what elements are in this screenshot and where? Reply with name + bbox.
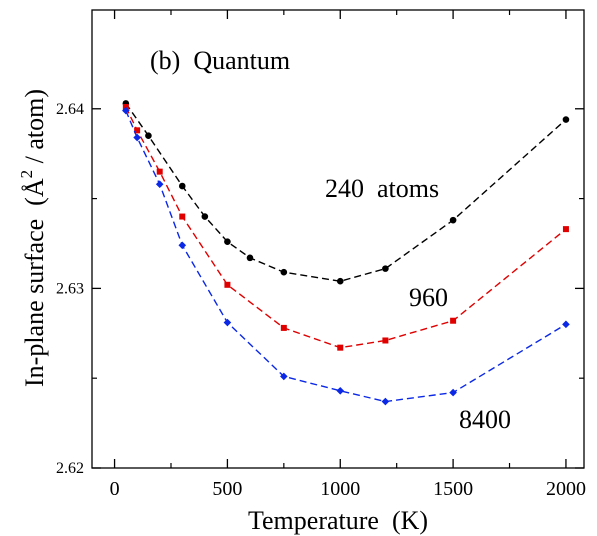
data-point <box>224 238 231 245</box>
data-point <box>201 213 209 220</box>
x-tick-label: 1500 <box>433 478 473 500</box>
data-point <box>449 388 457 397</box>
series-3 <box>122 106 570 406</box>
data-point <box>178 182 186 190</box>
panel-label: (b) Quantum <box>150 46 290 75</box>
series-1 <box>122 100 570 285</box>
data-point <box>133 133 141 142</box>
data-point <box>224 281 231 288</box>
data-point <box>122 106 130 115</box>
x-tick-label: 2000 <box>546 478 586 500</box>
data-point <box>449 216 457 224</box>
data-point <box>382 337 389 344</box>
x-tick-label: 1000 <box>320 478 360 500</box>
series-label-960: 960 <box>409 283 448 312</box>
y-axis-label-superscript: 2 <box>17 170 36 179</box>
axis-ticks: 0 500 1000 1500 2000 2.62 2.63 2.64 <box>56 10 586 500</box>
data-point <box>562 226 569 233</box>
x-axis-label: Temperature (K) <box>248 506 428 535</box>
data-point <box>562 320 570 329</box>
data-point <box>381 397 390 406</box>
y-tick-label: 2.62 <box>56 460 84 477</box>
data-point <box>280 268 288 276</box>
plot-frame <box>91 9 585 469</box>
data-point <box>382 265 389 272</box>
x-tick-label: 0 <box>110 478 120 500</box>
y-axis-label-suffix: / atom) <box>20 89 49 170</box>
data-point <box>179 213 186 220</box>
data-point <box>134 127 141 134</box>
data-point <box>156 168 163 175</box>
data-point <box>562 116 570 123</box>
data-point <box>336 277 344 285</box>
y-axis-label-unit: Å <box>20 178 49 197</box>
data-point <box>336 386 345 395</box>
series-label-8400: 8400 <box>459 405 511 434</box>
y-axis-label: In-plane surface (Å2 / atom) <box>17 89 49 387</box>
data-point <box>178 241 187 250</box>
y-axis-label-prefix: In-plane surface ( <box>20 197 49 387</box>
y-tick-label: 2.63 <box>56 280 84 297</box>
series-line <box>125 106 567 349</box>
data-point <box>145 132 152 140</box>
data-point <box>155 180 164 189</box>
data-point <box>223 318 232 327</box>
data-point <box>280 324 287 331</box>
x-tick-label: 500 <box>212 478 242 500</box>
data-point <box>450 317 457 324</box>
data-point <box>280 372 288 381</box>
series-layer <box>122 100 570 406</box>
series-line <box>125 110 567 403</box>
series-label-240-atoms: 240 atoms <box>325 174 439 203</box>
data-point <box>246 254 254 262</box>
data-point <box>337 344 344 351</box>
series-2 <box>122 103 569 351</box>
y-tick-label: 2.64 <box>56 101 84 118</box>
